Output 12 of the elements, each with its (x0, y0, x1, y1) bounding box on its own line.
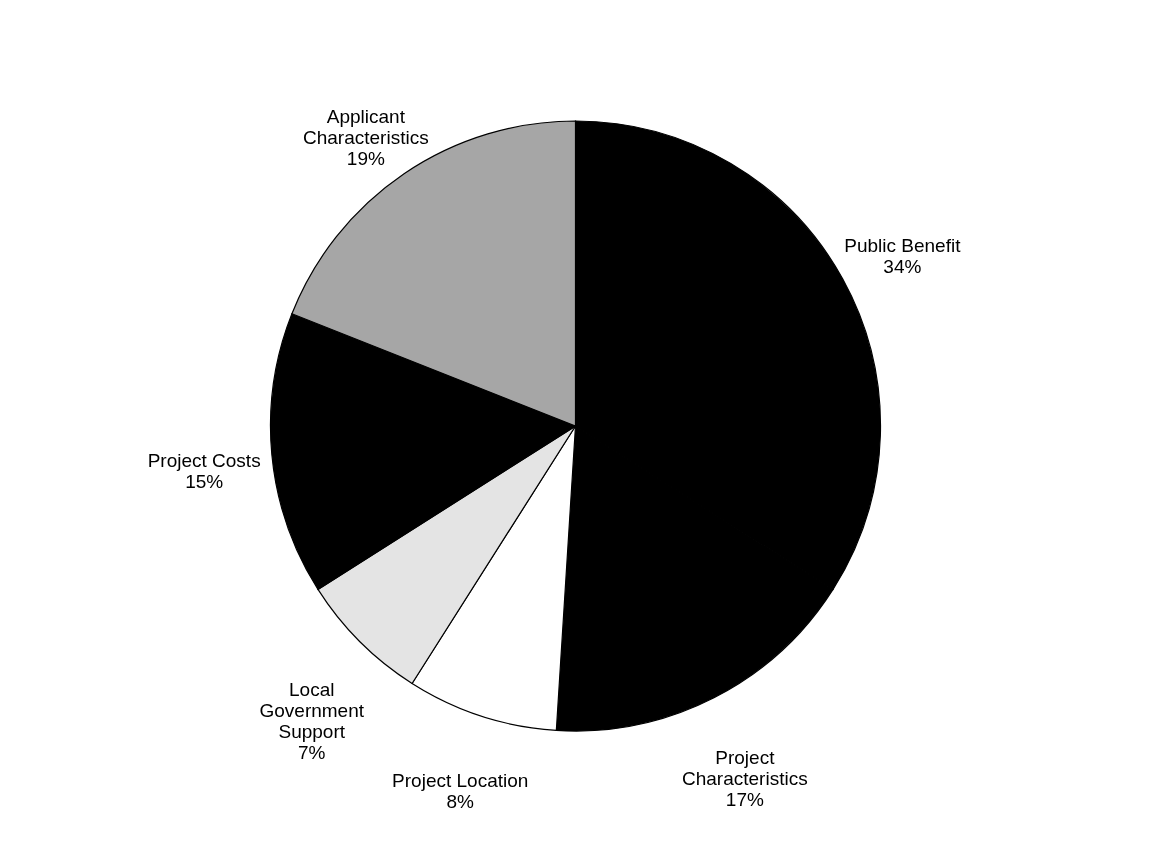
slice-label: Public Benefit (844, 235, 962, 257)
data-label: 34% (883, 256, 922, 278)
data-label: 8% (446, 790, 475, 812)
slice-label: Project Costs (147, 450, 261, 472)
slice-label: Applicant Characteristics (303, 106, 429, 149)
slice-label: Project Characteristics (682, 747, 808, 790)
data-label: 19% (346, 148, 385, 170)
slice-label: Local Government Support (259, 678, 365, 742)
data-label: 17% (725, 789, 764, 811)
data-label: 7% (298, 741, 326, 763)
slice-label: Project Location (392, 769, 529, 791)
data-label: 15% (185, 471, 224, 493)
